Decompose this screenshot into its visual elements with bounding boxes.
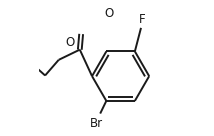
Text: F: F [139,13,146,26]
Text: Br: Br [89,117,103,130]
Text: O: O [104,7,114,20]
Text: O: O [65,36,74,49]
